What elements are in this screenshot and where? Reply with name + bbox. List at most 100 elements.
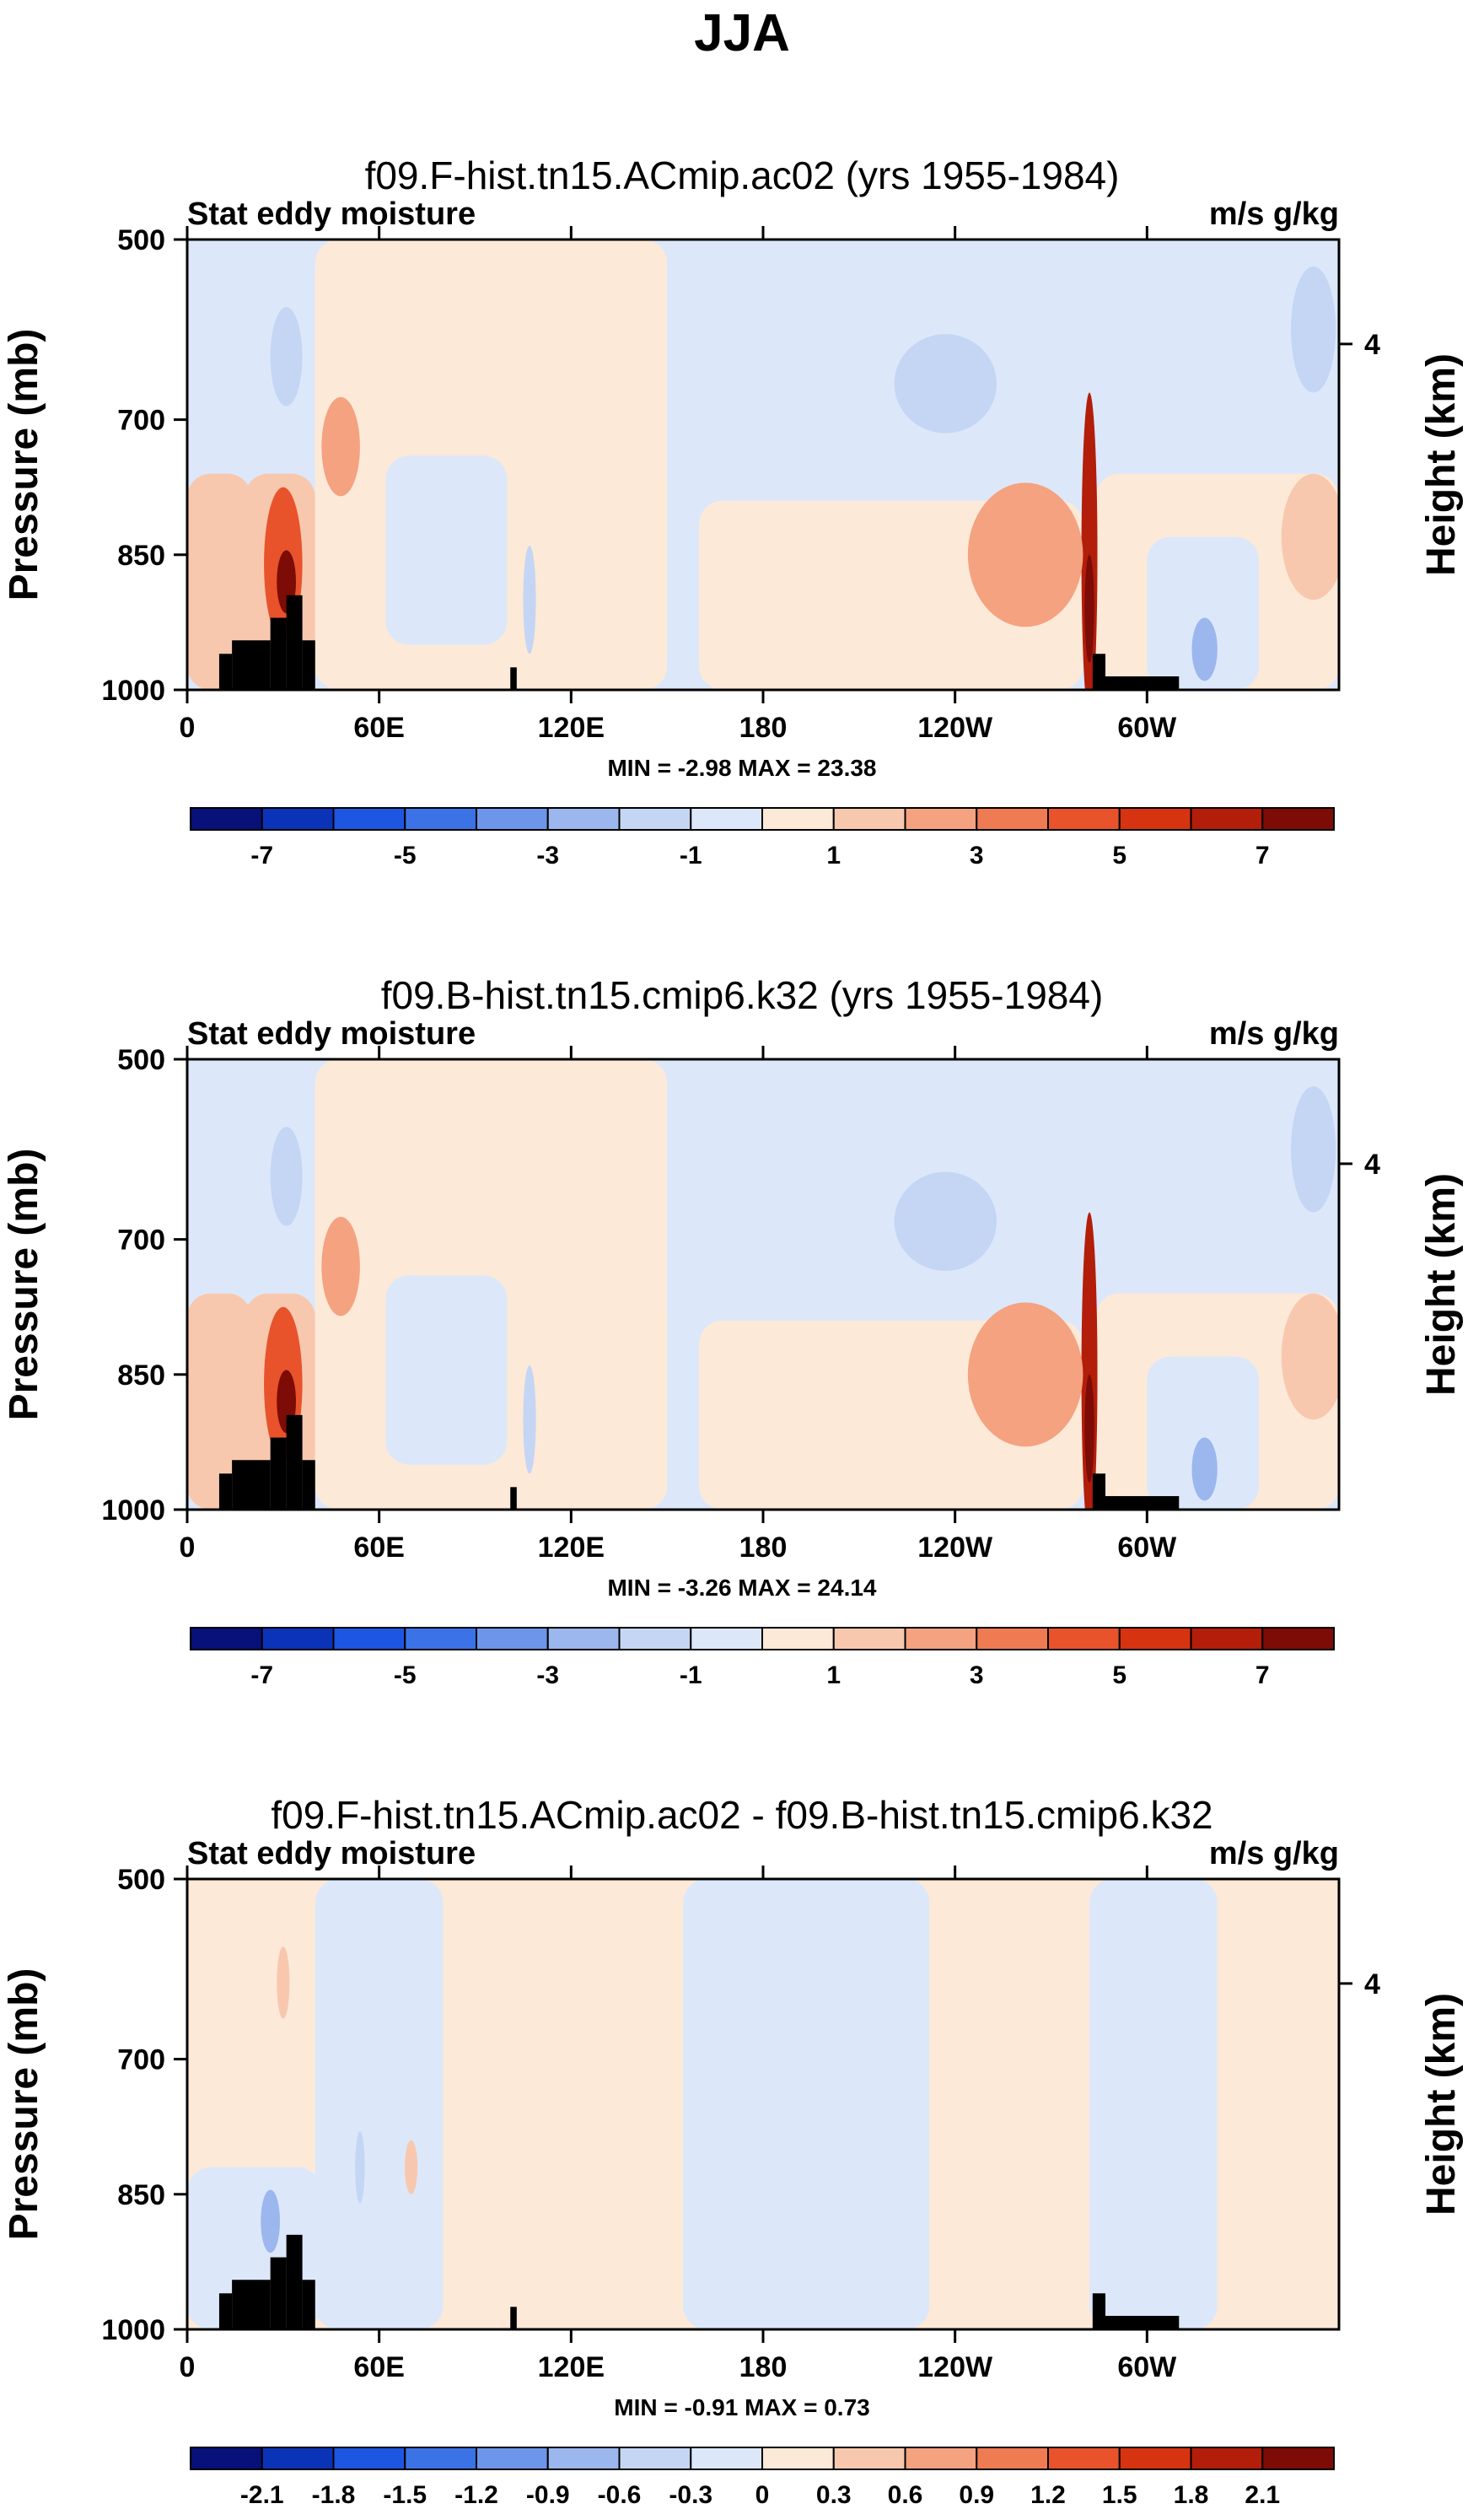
colorbar-box: [618, 1627, 692, 1650]
panel-title: f09.F-hist.tn15.ACmip.ac02 - f09.B-hist.…: [271, 1793, 1212, 1837]
red-stripe-75e: [405, 2140, 418, 2194]
colorbar-box: [976, 1627, 1049, 1650]
panel-title: f09.B-hist.tn15.cmip6.k32 (yrs 1955-1984…: [381, 973, 1104, 1017]
topography-block: [218, 2293, 233, 2329]
base-blue-west: [187, 1059, 245, 1294]
base-red-west: [187, 473, 251, 690]
x-tick-label: 120E: [538, 2351, 605, 2383]
colorbar-box: [546, 2447, 621, 2470]
y-tick-label: 850: [117, 540, 165, 572]
x-tick-label: 60W: [1117, 2351, 1177, 2383]
base-blue-282-320: [1089, 1879, 1218, 2329]
right-label: m/s g/kg: [1209, 1016, 1339, 1052]
colorbar-box: [976, 2447, 1049, 2470]
red-jet-80w-core: [1084, 554, 1094, 663]
x-tick-label: 120W: [917, 2351, 993, 2383]
colorbar-box: [404, 1627, 477, 1650]
blue-stripe-100e: [523, 546, 536, 654]
topography-block: [302, 2280, 315, 2329]
y-tick-label: 500: [117, 224, 165, 256]
topography-block: [232, 1460, 271, 1510]
colorbar-box: [1118, 1627, 1192, 1650]
red-lobe-50e: [321, 1216, 360, 1316]
blue-ridge-20e: [270, 1127, 303, 1226]
y-axis-label: Pressure (mb): [2, 1149, 46, 1421]
topography-block: [302, 1460, 315, 1510]
base-blue-300-330-low: [1147, 1356, 1260, 1510]
x-tick-label: 60W: [1117, 1532, 1177, 1564]
y-tick-label: 1000: [101, 1494, 165, 1526]
colorbar-box: [1047, 807, 1121, 831]
x-tick-label: 120W: [917, 1532, 993, 1564]
topography-block: [218, 654, 233, 690]
topography-block: [302, 640, 315, 690]
colorbar-box: [261, 1627, 335, 1650]
colorbar-box: [1047, 2447, 1121, 2470]
y-tick-label: 700: [117, 1225, 165, 1257]
x-tick-label: 60W: [1117, 712, 1177, 744]
colorbar-label: -3: [536, 842, 559, 870]
y-tick-label: 700: [117, 2044, 165, 2076]
blue-dot-40w: [1191, 617, 1218, 681]
blue-blob-150w: [894, 334, 997, 433]
colorbar-box: [404, 2447, 477, 2470]
colorbar-box: [1190, 1627, 1264, 1650]
colorbar-box: [761, 807, 835, 831]
x-tick-label: 180: [739, 2351, 788, 2383]
blue-ridge-20e: [270, 307, 303, 407]
y-tick-label: 500: [117, 1864, 165, 1896]
colorbar-label: 3: [970, 842, 984, 870]
colorbar-box: [476, 2447, 549, 2470]
topography-block: [510, 2307, 517, 2329]
colorbar-box: [761, 2447, 835, 2470]
colorbar-label: -0.3: [669, 2481, 712, 2509]
colorbar-label: -7: [250, 842, 273, 870]
panel-title: f09.F-hist.tn15.ACmip.ac02 (yrs 1955-198…: [365, 153, 1120, 197]
colorbar-label: 1.5: [1102, 2481, 1137, 2509]
colorbar-box: [832, 807, 906, 831]
red-lobe-10w: [1281, 1293, 1339, 1420]
base-red-322-360: [1217, 1879, 1339, 2329]
red-lobe-110w: [967, 1302, 1083, 1447]
topography-block: [1092, 1473, 1106, 1510]
y-right-axis-label: Height (km): [1419, 353, 1464, 576]
colorbar-box: [1118, 807, 1192, 831]
colorbar-box: [261, 807, 335, 831]
y-right-tick-label: 4: [1364, 1149, 1380, 1181]
colorbar-label: -5: [394, 842, 417, 870]
base-blue-60-100: [385, 455, 508, 645]
base-blue-150-270-top: [667, 1059, 1083, 1321]
base-blue-150-270-top: [667, 240, 1083, 501]
min-max-stats: MIN = -2.98 MAX = 23.38: [607, 755, 876, 781]
right-label: m/s g/kg: [1209, 1836, 1339, 1871]
left-label: Stat eddy moisture: [187, 1836, 476, 1871]
colorbar-box: [1190, 2447, 1264, 2470]
colorbar-label: 3: [970, 1661, 984, 1689]
colorbar-box: [190, 2447, 263, 2470]
topography-block: [1092, 654, 1106, 690]
base-red-west: [187, 1293, 251, 1510]
colorbar-box: [261, 2447, 335, 2470]
colorbar-box: [546, 807, 621, 831]
x-tick-label: 0: [180, 712, 196, 744]
topography-block: [510, 1487, 517, 1510]
topography-block: [1105, 1495, 1180, 1510]
blue-stripe-55e: [355, 2131, 365, 2204]
x-tick-label: 0: [180, 1532, 196, 1564]
red-jet-80w-core: [1084, 1374, 1094, 1483]
y-right-tick-label: 4: [1364, 1968, 1380, 2000]
min-max-stats: MIN = -0.91 MAX = 0.73: [614, 2394, 869, 2420]
colorbar-label: -1: [680, 1661, 702, 1689]
colorbar-label: -1.2: [454, 2481, 498, 2509]
red-dot-30e: [277, 1946, 290, 2019]
red-lobe-110w: [967, 482, 1083, 627]
colorbar-label: -1: [680, 842, 702, 870]
topography-block: [232, 640, 271, 690]
contour-fill: [187, 1879, 1339, 2329]
y-right-axis-label: Height (km): [1419, 1993, 1464, 2216]
colorbar-box: [904, 1627, 978, 1650]
panel-1: f09.F-hist.tn15.ACmip.ac02 (yrs 1955-198…: [2, 153, 1464, 870]
colorbar-label: -0.6: [598, 2481, 642, 2509]
y-right-axis-label: Height (km): [1419, 1173, 1464, 1396]
